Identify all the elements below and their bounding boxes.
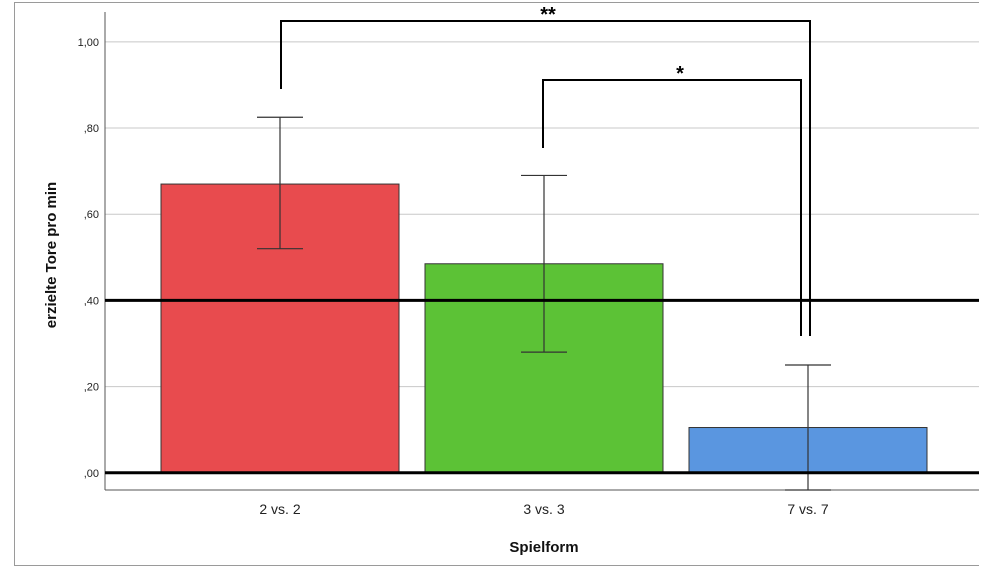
y-tick-label: 1,00 xyxy=(78,37,99,49)
chart-frame xyxy=(14,2,979,566)
y-tick-label: ,60 xyxy=(84,209,99,221)
x-tick-label: 3 vs. 3 xyxy=(523,501,564,517)
x-tick-label: 2 vs. 2 xyxy=(259,501,300,517)
y-tick-labels: ,00 ,20 ,40 ,60 ,80 1,00 xyxy=(78,37,99,480)
reference-lines xyxy=(105,298,979,475)
y-axis-title: erzielte Tore pro min xyxy=(43,182,60,328)
significance-bracket xyxy=(280,20,811,336)
significance-bracket xyxy=(542,79,802,336)
x-tick-label: 7 vs. 7 xyxy=(787,501,828,517)
y-tick-label: ,00 xyxy=(84,468,99,480)
significance-label: ** xyxy=(540,4,556,26)
x-tick-labels: 2 vs. 2 3 vs. 3 7 vs. 7 xyxy=(259,501,828,517)
significance-label: * xyxy=(676,63,684,85)
significance-brackets: *** xyxy=(280,4,811,336)
y-tick-label: ,80 xyxy=(84,123,99,135)
y-tick-label: ,20 xyxy=(84,382,99,394)
x-axis-title: Spielform xyxy=(509,539,578,556)
y-tick-label: ,40 xyxy=(84,295,99,307)
error-bars xyxy=(257,116,831,491)
